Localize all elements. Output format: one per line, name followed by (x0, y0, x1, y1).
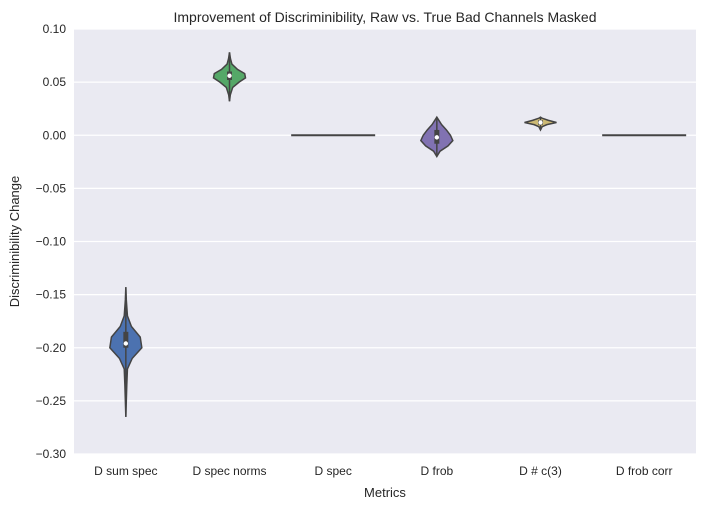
y-tick-label: −0.15 (36, 288, 67, 302)
violin-d-c-3- (524, 116, 557, 132)
y-tick-label: 0.00 (43, 128, 67, 142)
y-tick-label: −0.20 (36, 341, 67, 355)
x-tick-label: D spec norms (192, 464, 266, 478)
x-tick-labels: D sum spec D spec norms D spec D frob D # c(… (94, 464, 672, 478)
y-tick-labels: 0.10 0.05 0.00 −0.05 −0.10 −0.15 −0.20 −0.25 −0.… (36, 22, 67, 461)
y-tick-label: −0.10 (36, 235, 67, 249)
violin-median (123, 341, 129, 346)
violin-d-frob (419, 115, 454, 158)
violin-median (227, 73, 232, 78)
violins (109, 52, 687, 417)
y-tick-label: −0.30 (36, 447, 67, 461)
x-axis-label: Metrics (364, 485, 406, 500)
x-tick-label: D frob (420, 464, 453, 478)
violin-d-sum-spec (109, 287, 143, 417)
violin-median (434, 135, 440, 140)
x-tick-label: D # c(3) (519, 464, 562, 478)
y-tick-label: 0.05 (43, 75, 67, 89)
chart-title: Improvement of Discriminibility, Raw vs.… (173, 9, 596, 25)
violin-d-spec-norms (212, 52, 247, 102)
y-tick-label: −0.25 (36, 394, 67, 408)
x-tick-label: D spec (314, 464, 351, 478)
violin-median (538, 120, 543, 125)
y-tick-label: 0.10 (43, 22, 67, 36)
y-axis-label: Discriminibility Change (7, 176, 22, 308)
gridlines (74, 28, 696, 455)
y-tick-label: −0.05 (36, 181, 67, 195)
x-tick-label: D frob corr (616, 464, 673, 478)
x-tick-label: D sum spec (94, 464, 157, 478)
